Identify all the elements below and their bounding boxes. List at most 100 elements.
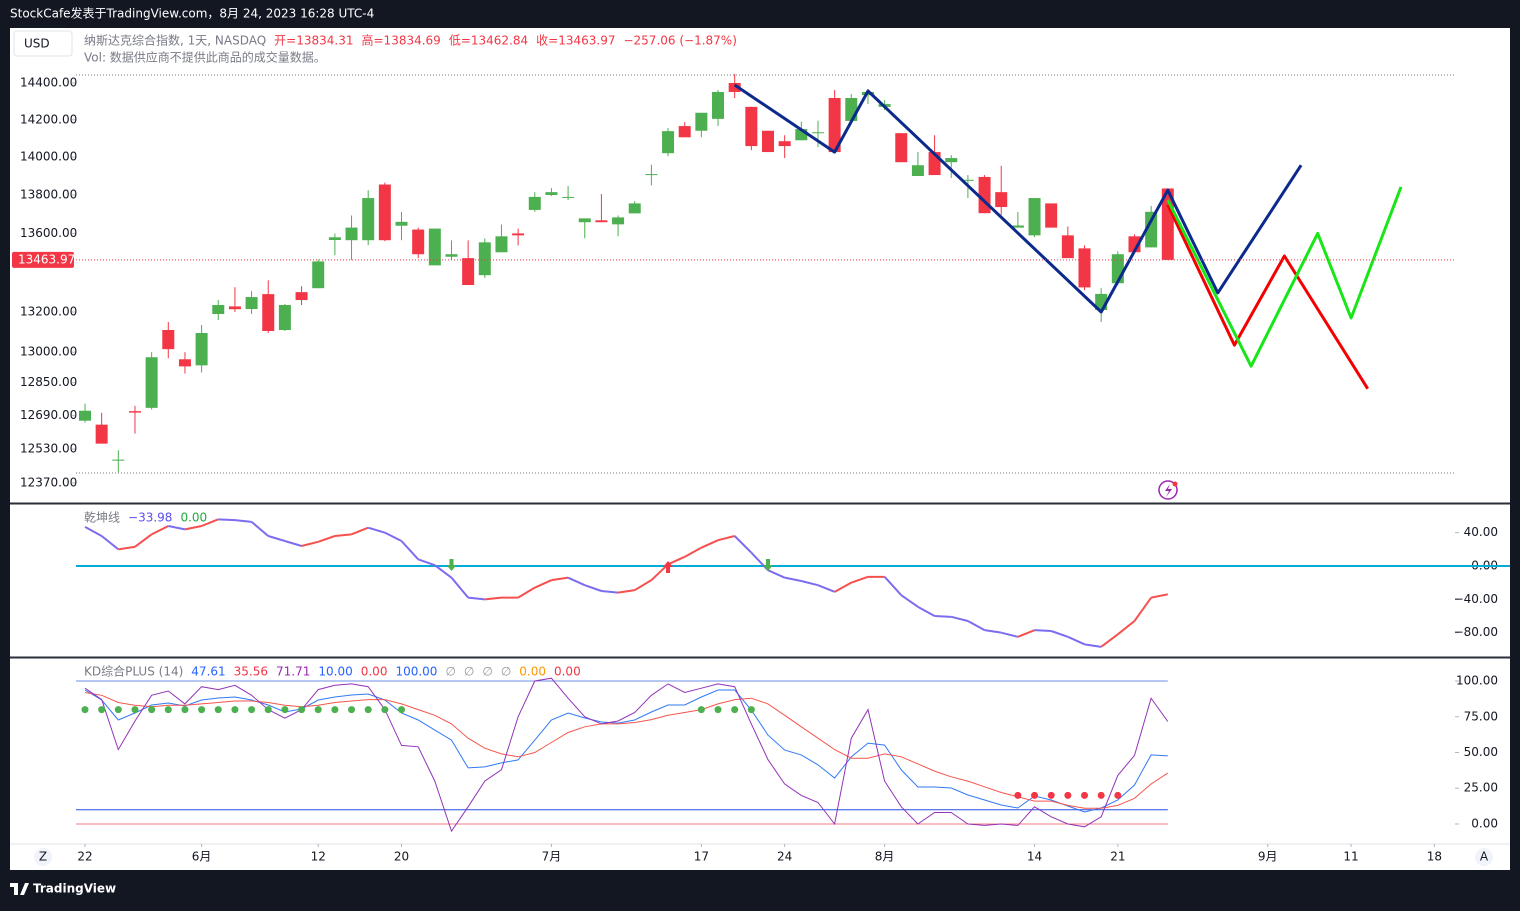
- indicator-segment: [317, 535, 336, 543]
- signal-dot: [381, 706, 389, 714]
- signal-arrow: [663, 561, 674, 573]
- last-price-label: 13463.97: [18, 252, 75, 266]
- button-bg[interactable]: [1475, 848, 1493, 866]
- signal-dot: [1014, 791, 1022, 799]
- y-tick-label: 14200.00: [20, 112, 77, 126]
- candle-body: [212, 305, 225, 314]
- x-tick-label: 12: [311, 850, 326, 864]
- legend-item: 10.00: [318, 665, 352, 679]
- candle-body: [795, 129, 808, 141]
- legend-item: 35.56: [234, 665, 268, 679]
- indicator-segment: [417, 558, 436, 567]
- signal-dot: [81, 706, 89, 714]
- indicator-segment: [201, 518, 219, 527]
- indicator-segment: [1084, 643, 1102, 648]
- indicator-segment: [634, 579, 652, 592]
- candle-body: [445, 254, 458, 257]
- event-icon[interactable]: [1158, 480, 1178, 500]
- event-icon-bolt: [1165, 484, 1172, 497]
- candle-body: [628, 203, 641, 214]
- legend-item: −33.98: [128, 511, 172, 525]
- currency-box[interactable]: [13, 30, 73, 57]
- candle-body: [412, 229, 425, 255]
- button[interactable]: Z: [39, 850, 47, 864]
- trend-drawing: [1166, 204, 1369, 390]
- indicator-segment: [534, 579, 552, 589]
- candle-body: [645, 174, 658, 176]
- legend-item: ∅: [445, 665, 455, 679]
- x-tick-label: 21: [1110, 850, 1125, 864]
- indicator-segment: [218, 518, 235, 522]
- signal-dot: [231, 706, 239, 714]
- signal-dot: [1047, 791, 1055, 799]
- signal-dot: [697, 706, 705, 714]
- candle-body: [245, 297, 258, 310]
- legend-item: 47.61: [191, 665, 225, 679]
- indicator-segment: [951, 615, 969, 622]
- indicator-segment: [684, 546, 702, 558]
- indicator-segment: [434, 564, 453, 579]
- legend-item: 高=13834.69: [362, 33, 441, 48]
- legend-item: ∅: [482, 665, 492, 679]
- indicator-segment: [284, 540, 302, 547]
- x-tick-label: 17: [694, 850, 709, 864]
- indicator-segment: [351, 526, 369, 536]
- currency[interactable]: USD: [24, 37, 50, 51]
- candle-body: [162, 330, 175, 350]
- y-tick-label: 13000.00: [20, 345, 77, 359]
- legend-item: 低=13462.84: [449, 34, 528, 48]
- candle-body: [1011, 225, 1024, 228]
- x-tick-label: 22: [77, 850, 92, 864]
- candle-body: [512, 233, 525, 236]
- signal-dot: [747, 706, 755, 714]
- indicator-segment: [617, 589, 635, 594]
- candle-body: [578, 218, 591, 223]
- indicator-segment: [917, 605, 936, 617]
- indicator-segment: [1117, 620, 1136, 636]
- candle-body: [478, 242, 491, 276]
- candle-body: [195, 333, 208, 366]
- legend-item: KD综合PLUS (14): [84, 664, 183, 679]
- y-tick-label: 14000.00: [20, 150, 77, 164]
- candle-body: [695, 112, 708, 131]
- candle-body: [345, 227, 358, 241]
- signal-dot: [281, 706, 289, 714]
- button[interactable]: A: [1480, 850, 1489, 864]
- indicator-segment: [101, 535, 119, 551]
- indicator-segment: [717, 535, 735, 542]
- indicator-segment: [883, 576, 903, 596]
- legend-item: 0.00: [519, 665, 546, 679]
- x-tick-label: 24: [777, 850, 792, 864]
- candle-body: [978, 176, 991, 214]
- candle-body: [528, 196, 541, 210]
- candle-body: [678, 126, 691, 138]
- signal-dot: [1081, 791, 1089, 799]
- legend-item: 开=13834.31: [274, 34, 353, 48]
- legend-item: ∅: [464, 665, 474, 679]
- signal-dot: [1097, 791, 1105, 799]
- indicator-segment: [584, 584, 602, 592]
- indicator-segment: [1133, 597, 1152, 622]
- signal-dot: [181, 706, 189, 714]
- candle-body: [811, 132, 824, 134]
- indicator-segment: [384, 531, 402, 542]
- candle-body: [845, 98, 858, 121]
- candle-body: [1145, 211, 1158, 248]
- candle-body: [828, 98, 841, 153]
- signal-dot: [148, 706, 156, 714]
- indicator-line: [84, 692, 1169, 809]
- footer: TradingView: [33, 882, 116, 896]
- y-tick-label: 13600.00: [20, 226, 77, 240]
- signal-dot: [1064, 791, 1072, 799]
- indicator-segment: [1150, 593, 1169, 599]
- candle-body: [428, 228, 441, 266]
- indicator-segment: [84, 525, 103, 537]
- y-tick-label: 50.00: [1464, 745, 1498, 759]
- button-bg[interactable]: [34, 848, 52, 866]
- event-dot: [1172, 481, 1178, 487]
- candle-body: [595, 220, 608, 223]
- signal-dot: [214, 706, 222, 714]
- candle-body: [662, 131, 675, 154]
- chart-panel: [10, 28, 1510, 870]
